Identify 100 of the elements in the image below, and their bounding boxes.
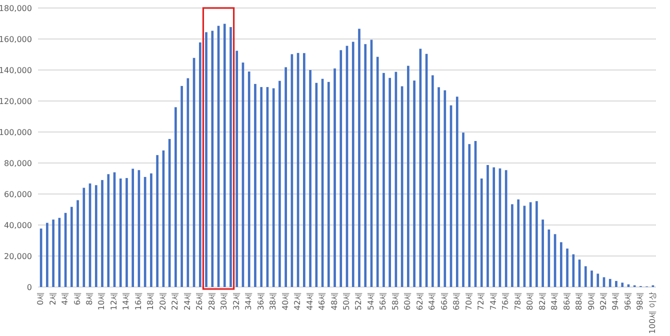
- bar: [260, 87, 262, 287]
- bar: [303, 53, 306, 287]
- bar: [590, 270, 593, 287]
- bar: [82, 188, 86, 287]
- bar: [150, 173, 152, 287]
- y-tick-label: 120,000: [0, 97, 32, 106]
- bar: [608, 278, 612, 287]
- bar: [315, 82, 318, 287]
- x-tick-label: 60세: [403, 292, 412, 310]
- bar: [407, 66, 410, 287]
- bar: [248, 72, 250, 287]
- bar: [382, 72, 385, 287]
- x-tick-label: 64세: [428, 292, 437, 310]
- bar: [198, 42, 202, 287]
- x-tick-label: 80세: [526, 292, 535, 310]
- bar: [536, 201, 538, 287]
- x-tick-label: 62세: [415, 292, 424, 310]
- x-tick-label: 38세: [268, 292, 278, 310]
- bar: [107, 174, 110, 287]
- x-tick-label: 86세: [562, 292, 572, 310]
- bar: [358, 28, 360, 287]
- bar: [205, 32, 208, 287]
- x-tick-label: 72세: [476, 292, 486, 310]
- y-tick-label: 0: [26, 283, 32, 292]
- bar: [254, 84, 256, 287]
- y-tick-label: 160,000: [0, 35, 32, 44]
- x-tick-label: 48세: [330, 292, 339, 310]
- bar: [438, 87, 440, 287]
- x-tick-label: 10세: [97, 292, 106, 310]
- x-tick-label: 12세: [109, 292, 118, 310]
- bar: [432, 75, 434, 287]
- x-tick-label: 82세: [538, 292, 547, 310]
- bar: [119, 178, 122, 287]
- bar: [186, 78, 190, 287]
- bar: [486, 165, 489, 287]
- bar: [309, 70, 312, 287]
- bar: [334, 68, 336, 287]
- y-tick-label: 180,000: [0, 4, 32, 13]
- bar: [444, 90, 446, 287]
- bar: [542, 220, 544, 287]
- bar: [572, 254, 575, 287]
- x-tick-label: 92세: [598, 292, 608, 310]
- x-tick-label: 36세: [256, 292, 266, 310]
- y-tick-label: 80,000: [4, 159, 32, 168]
- x-tick-label: 46세: [318, 292, 327, 310]
- bar: [174, 107, 177, 287]
- x-tick-label: 6세: [72, 292, 82, 306]
- bar: [132, 168, 134, 287]
- x-tick-label: 0세: [36, 292, 46, 306]
- bar: [615, 280, 618, 287]
- bar: [46, 222, 48, 287]
- bar: [223, 24, 226, 287]
- x-tick-label: 52세: [354, 292, 364, 310]
- y-tick-label: 100,000: [0, 128, 32, 137]
- x-tick-label: 54세: [366, 292, 376, 310]
- y-tick-label: 40,000: [4, 221, 32, 230]
- x-tick-label: 78세: [513, 292, 522, 310]
- bar: [94, 185, 98, 287]
- x-tick-label: 94세: [611, 292, 620, 310]
- bar: [468, 144, 471, 287]
- bar: [462, 132, 464, 287]
- bar: [70, 206, 73, 287]
- bar: [52, 220, 54, 287]
- x-tick-label: 16세: [134, 292, 143, 310]
- bar: [388, 78, 391, 287]
- bar: [284, 67, 287, 287]
- bar: [511, 204, 514, 287]
- bar: [456, 96, 458, 287]
- bar: [596, 274, 600, 287]
- y-tick-label: 20,000: [4, 252, 32, 261]
- x-tick-label: 50세: [342, 292, 351, 310]
- x-tick-label: 42세: [293, 292, 302, 310]
- bar: [230, 27, 232, 287]
- x-tick-label: 100세 이상: [648, 292, 657, 334]
- bar: [156, 155, 158, 287]
- bar: [504, 170, 508, 287]
- x-tick-label: 70세: [464, 292, 474, 310]
- bar: [621, 282, 624, 287]
- bar: [352, 42, 354, 287]
- x-tick-label: 22세: [170, 292, 180, 310]
- x-tick-label: 58세: [390, 292, 400, 310]
- x-tick-label: 8세: [85, 292, 94, 306]
- x-tick-label: 20세: [158, 292, 168, 310]
- x-tick-label: 30세: [220, 292, 229, 310]
- bar: [211, 30, 214, 287]
- bar: [76, 200, 79, 287]
- x-tick-label: 74세: [488, 292, 498, 310]
- x-tick-label: 96세: [623, 292, 632, 310]
- x-tick-label: 68세: [452, 292, 462, 310]
- bar: [480, 178, 483, 287]
- x-tick-label: 84세: [550, 292, 560, 310]
- bar: [566, 248, 568, 287]
- x-tick-label: 98세: [636, 292, 645, 310]
- x-tick-label: 76세: [501, 292, 510, 310]
- bar: [413, 80, 416, 287]
- bar: [492, 167, 496, 287]
- x-tick-label: 56세: [378, 292, 388, 310]
- bar: [584, 266, 587, 287]
- x-tick-label: 18세: [146, 292, 156, 310]
- bar: [236, 50, 238, 287]
